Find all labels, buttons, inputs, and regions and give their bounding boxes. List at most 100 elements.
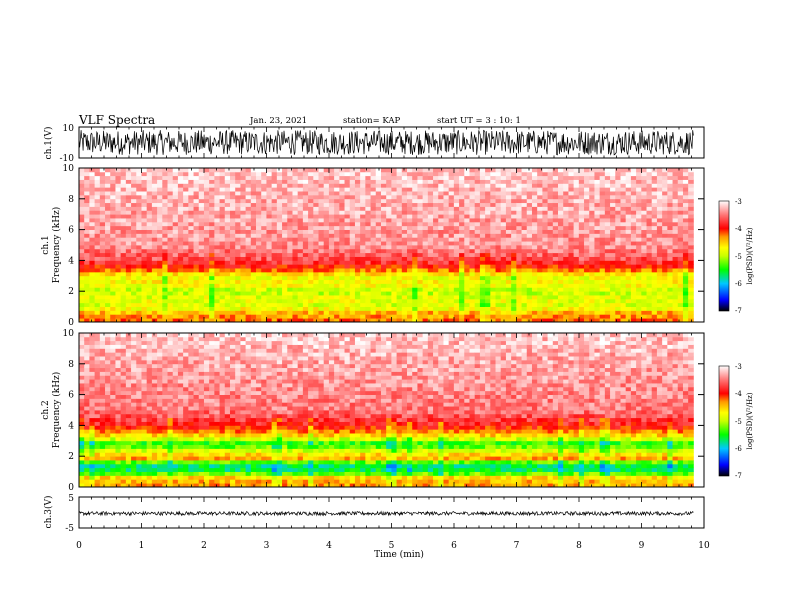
ch1-spectrogram-cell xyxy=(146,171,153,177)
ch1-spectrogram-cell xyxy=(620,306,627,311)
ch1-spectrogram-cell xyxy=(422,291,429,296)
ch1-spectrogram-cell xyxy=(167,198,174,204)
ch1-spectrogram-cell xyxy=(235,202,241,207)
ch1-spectrogram-cell xyxy=(427,187,434,192)
ch1-spectrogram-cell xyxy=(297,268,304,273)
ch1-spectrogram-cell xyxy=(318,279,325,284)
ch1-spectrogram-cell xyxy=(526,260,533,265)
ch1-spectrogram-cell xyxy=(162,287,168,292)
ch1-spectrogram-cell xyxy=(427,241,434,246)
ch1-spectrogram-cell xyxy=(641,221,647,227)
ch1-spectrogram-cell xyxy=(261,298,267,304)
ch1-spectrogram-cell xyxy=(308,291,314,296)
ch1-spectrogram-cell xyxy=(136,260,142,265)
ch1-spectrogram-cell xyxy=(245,279,252,284)
ch1-spectrogram-cell xyxy=(672,256,679,261)
ch1-spectrogram-cell xyxy=(193,306,200,311)
ch1-spectrogram-cell xyxy=(552,171,559,177)
ch1-spectrogram-cell xyxy=(662,191,668,196)
ch1-spectrogram-cell xyxy=(297,256,304,261)
ch1-spectrogram-cell xyxy=(589,218,595,223)
ch1-spectrogram-cell xyxy=(438,229,444,234)
ch1-spectrogram-cell xyxy=(256,306,262,311)
ch1-spectrogram-cell xyxy=(261,271,267,277)
ch1-spectrogram-cell xyxy=(203,287,210,292)
ch1-spectrogram-cell xyxy=(84,221,90,227)
ch1-spectrogram-cell xyxy=(235,171,241,177)
ch1-spectrogram-cell xyxy=(214,237,220,242)
ch1-spectrogram-cell xyxy=(99,256,106,261)
ch1-spectrogram-cell xyxy=(682,218,689,223)
ch1-spectrogram-cell xyxy=(407,318,413,323)
ch1-spectrogram-cell xyxy=(511,283,517,288)
ch1-spectrogram-cell xyxy=(177,206,184,211)
ch1-waveform-panel: 10 -10 ch.1(V) xyxy=(43,124,705,164)
ch1-spectrogram-cell xyxy=(323,279,330,284)
ch1-spectrogram-cell xyxy=(365,202,371,207)
ch1-spectrogram-cell xyxy=(334,314,340,319)
ch1-spectrogram-cell xyxy=(235,229,241,234)
ch1-spectrogram-cell xyxy=(339,252,345,257)
ch1-spectrogram-cell xyxy=(469,279,476,284)
ch1-spectrogram-cell xyxy=(354,306,361,311)
ch1-spectrogram-cell xyxy=(193,194,200,200)
ch1-spectrogram-cell xyxy=(589,171,595,177)
ch1-spectrogram-cell xyxy=(511,233,517,238)
ch1-spectrogram-cell xyxy=(511,191,517,196)
ch1-spectrogram-cell xyxy=(589,314,595,319)
ch1-spectrogram-cell xyxy=(183,171,189,177)
ch1-spectrogram-cell xyxy=(391,318,397,323)
ch1-spectrogram-cell xyxy=(240,271,247,277)
ch1-spectrogram-cell xyxy=(276,183,283,188)
ch1-spectrogram-cell xyxy=(422,275,429,281)
ch1-spectrogram-cell xyxy=(131,168,137,173)
ch1-spectrogram-cell xyxy=(328,260,335,265)
ch1-spectrogram-cell xyxy=(386,187,392,192)
ch1-spectrogram-cell xyxy=(662,187,668,192)
ch1-spectrogram-cell xyxy=(261,275,267,281)
ch1-spectrogram-cell xyxy=(412,241,418,246)
ch1-spectrogram-cell xyxy=(365,318,371,323)
ch1-spectrogram-cell xyxy=(162,179,168,184)
ch1-spectrogram-cell xyxy=(599,210,606,215)
ch1-spectrogram-cell xyxy=(505,218,512,223)
ch1-spectrogram-cell xyxy=(328,218,335,223)
ch1-spectrogram-cell xyxy=(558,287,564,292)
ch1-spectrogram-cell xyxy=(459,214,465,219)
ch1-spectrogram-cell xyxy=(485,198,491,204)
ch1-spectrogram-cell xyxy=(573,252,580,257)
ch1-spectrogram-cell xyxy=(375,264,382,269)
ch1-spectrogram-cell xyxy=(276,318,283,323)
ch1-spectrogram-cell xyxy=(682,229,689,234)
ch1-spectrogram-cell xyxy=(365,241,371,246)
ch1-spectrogram-cell xyxy=(542,302,548,307)
ch1-spectrogram-cell xyxy=(427,291,434,296)
ch1-spectrogram-cell xyxy=(641,191,647,196)
ch1-spectrogram-cell xyxy=(407,218,413,223)
ch1-spectrogram-cell xyxy=(334,287,340,292)
ch1-spectrogram-cell xyxy=(256,245,262,250)
ch1-spectrogram-cell xyxy=(427,260,434,265)
ch1-spectrogram-cell xyxy=(615,187,621,192)
ch1-spectrogram-cell xyxy=(229,221,236,227)
ch1-spectrogram-cell xyxy=(344,291,351,296)
ch1-spectrogram-cell xyxy=(526,248,533,254)
ch1-spectrogram-cell xyxy=(479,183,486,188)
ch1-spectrogram-cell xyxy=(334,171,340,177)
ch1-spectrogram-cell xyxy=(266,229,273,234)
ch1-spectrogram-cell xyxy=(542,264,548,269)
ch1-spectrogram-cell xyxy=(547,225,554,230)
ch1-spectrogram-cell xyxy=(391,271,397,277)
ch1-spectrogram-cell xyxy=(417,198,424,204)
ch1-spectrogram-cell xyxy=(146,287,153,292)
ch1-spectrogram-cell xyxy=(505,183,512,188)
ch1-spectrogram-cell xyxy=(443,279,450,284)
ch1-spectrogram-cell xyxy=(79,314,85,319)
ch1-spectrogram-cell xyxy=(407,310,413,315)
ch1-spectrogram-cell xyxy=(365,310,371,315)
ch1-spectrogram-cell xyxy=(375,283,382,288)
ch1-spectrogram-cell xyxy=(276,225,283,230)
ch1-spectrogram-cell xyxy=(433,187,439,192)
ch1-spectrogram-cell xyxy=(224,306,231,311)
ch1-spectrogram-cell xyxy=(219,191,226,196)
